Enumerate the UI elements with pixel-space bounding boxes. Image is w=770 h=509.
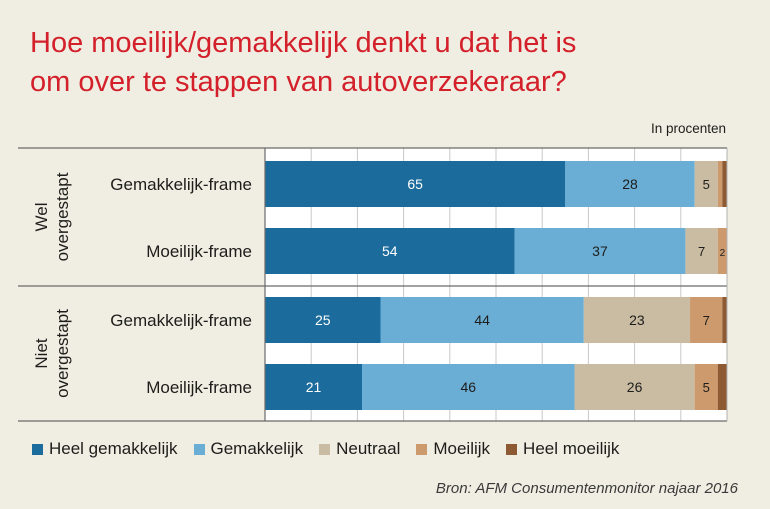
bar-segment [717,364,727,410]
bar-segment [380,297,584,343]
chart-title-line-1: Hoe moeilijk/gemakkelijk denkt u dat het… [30,27,577,59]
data-label: 5 [703,380,710,395]
legend-swatch [319,443,331,455]
bar-segment [717,228,727,274]
data-label: 44 [474,312,490,328]
legend-item: Neutraal [319,439,400,459]
stacked-bar-chart: Wel overgestapt Gemakkelijk-frame 65 28 5Moei… [18,147,728,422]
bar-segment [265,364,363,410]
bar-segment [722,161,727,207]
row-label: Moeilijk-frame [146,378,252,397]
legend-item: Gemakkelijk [193,439,304,459]
legend-label: Heel gemakkelijk [49,439,178,458]
legend-label: Moeilijk [433,439,491,458]
data-label: 7 [698,244,705,259]
chart-title-line-2: om over te stappen van autoverzekeraar? [30,66,567,98]
group-label: Niet overgestapt [32,309,72,398]
legend-item: Heel moeilijk [506,439,619,459]
row-label: Moeilijk-frame [146,242,252,261]
bar-segment [722,297,727,343]
unit-label: In procenten [650,121,726,136]
chart-title: Hoe moeilijk/gemakkelijk denkt u dat het… [30,24,750,102]
chart-legend: Heel gemakkelijk Gemakkelijk Neutraal Moeil… [32,437,635,461]
data-label: 2 [720,248,726,259]
bar-segment [574,364,695,410]
bar-segment [265,228,515,274]
bar-segment [694,364,718,410]
data-label: 28 [622,176,638,192]
bar-segment [265,161,566,207]
legend-item: Heel gemakkelijk [32,439,178,459]
bar-segment [514,228,686,274]
data-label: 23 [629,312,645,328]
bar-segment [265,297,381,343]
legend-swatch [32,443,43,455]
group-label-line: overgestapt [53,172,72,261]
data-label: 25 [315,312,331,328]
data-label: 37 [592,243,608,259]
group-label: Wel overgestapt [32,172,72,261]
bar-segment [717,161,723,207]
row-label: Gemakkelijk-frame [110,311,252,330]
data-label: 54 [382,243,398,259]
data-label: 21 [306,379,322,395]
source-note: Bron: AFM Consumentenmonitor najaar 2016 [435,480,738,497]
legend-label: Heel moeilijk [523,439,620,458]
data-label: 5 [703,177,710,192]
row-label: Gemakkelijk-frame [110,175,252,194]
bar-segment [685,228,718,274]
bar-segment [362,364,575,410]
group-label-line: overgestapt [53,309,72,398]
data-label: 46 [460,379,476,395]
legend-swatch [506,443,518,455]
legend-label: Gemakkelijk [210,439,304,458]
legend-swatch [416,443,428,455]
data-label: 7 [703,313,710,328]
legend-label: Neutraal [336,439,401,458]
group-label-line: Niet [32,338,51,369]
group-label-line: Wel [32,203,51,232]
data-label: 26 [627,379,643,395]
bar-segment [694,161,718,207]
data-label: 65 [407,176,423,192]
legend-swatch [193,443,205,455]
bar-segment [565,161,695,207]
bar-segment [583,297,691,343]
legend-item: Moeilijk [416,439,490,459]
bar-segment [690,297,723,343]
